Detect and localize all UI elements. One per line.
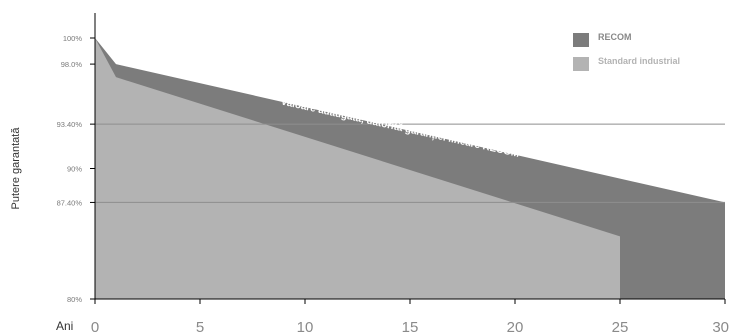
gridlines <box>95 123 725 203</box>
plot-areas <box>95 38 725 299</box>
y-tick-label: 93.40% <box>57 120 83 129</box>
x-tick-label: 15 <box>402 319 419 334</box>
x-tick-label: 5 <box>196 319 204 334</box>
y-tick-label: 100% <box>63 34 83 43</box>
legend-swatch <box>573 33 589 47</box>
legend-swatch <box>573 57 589 71</box>
x-tick-label: 0 <box>91 319 99 334</box>
y-tick-label: 98.0% <box>61 60 83 69</box>
area-standard-industrial <box>95 38 620 299</box>
x-tick-label: 20 <box>507 319 524 334</box>
y-tick-label: 87.40% <box>57 198 83 207</box>
x-axis-title: Ani <box>56 319 73 333</box>
y-ticks: 100% 98.0% 93.40% 90% 87.40% 80% <box>57 34 95 304</box>
y-axis-title: Putere garantată <box>10 127 22 210</box>
x-tick-label: 10 <box>297 319 314 334</box>
y-tick-label: 90% <box>67 165 82 174</box>
x-tick-label: 30 <box>712 319 729 334</box>
x-tick-label: 25 <box>612 319 629 334</box>
y-tick-label: 80% <box>67 295 82 304</box>
legend: RECOM Standard industrial <box>573 32 680 71</box>
legend-label: Standard industrial <box>598 56 680 66</box>
legend-label: RECOM <box>598 32 632 42</box>
x-ticks: 0 5 10 15 20 25 30 <box>91 299 729 334</box>
